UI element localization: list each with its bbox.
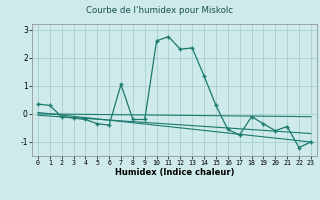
X-axis label: Humidex (Indice chaleur): Humidex (Indice chaleur)	[115, 168, 234, 177]
Text: Courbe de l’humidex pour Miskolc: Courbe de l’humidex pour Miskolc	[86, 6, 234, 15]
